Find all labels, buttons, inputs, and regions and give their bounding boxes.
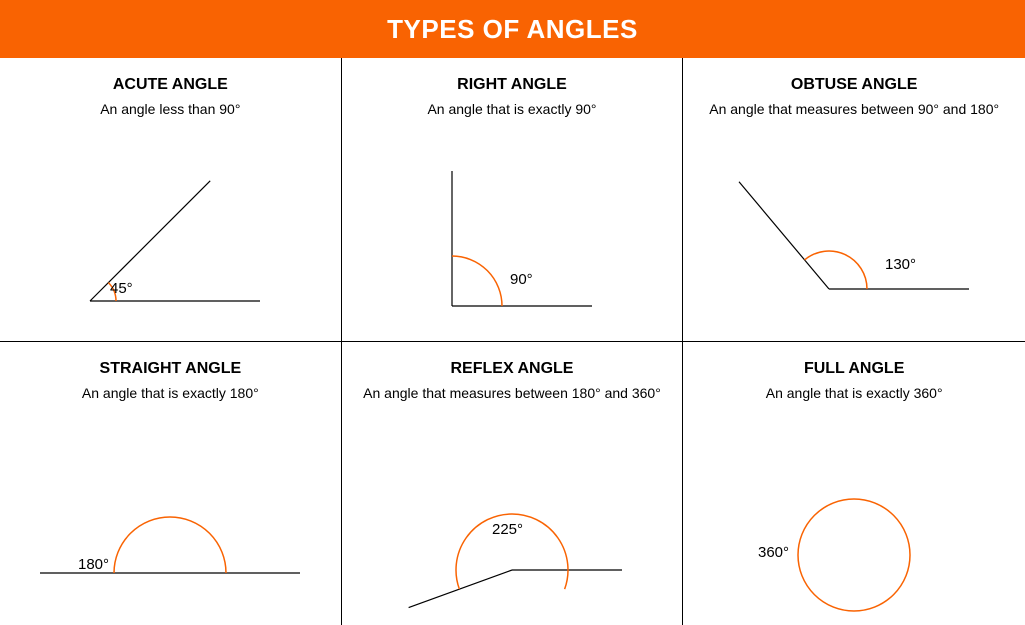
diagram-full: 360° [683,455,1025,625]
svg-text:45°: 45° [110,280,133,297]
angle-grid: ACUTE ANGLE An angle less than 90° 45° R… [0,58,1025,625]
cell-title: FULL ANGLE [693,360,1015,378]
svg-text:130°: 130° [885,256,916,273]
diagram-straight: 180° [0,455,341,625]
svg-text:360°: 360° [758,544,789,561]
cell-obtuse: OBTUSE ANGLE An angle that measures betw… [683,58,1025,342]
cell-full: FULL ANGLE An angle that is exactly 360°… [683,342,1025,625]
svg-text:90°: 90° [510,271,533,288]
cell-straight: STRAIGHT ANGLE An angle that is exactly … [0,342,342,625]
cell-title: RIGHT ANGLE [352,76,673,94]
angle-svg: 45° [20,171,320,341]
cell-desc: An angle that measures between 180° and … [352,384,673,402]
cell-desc: An angle less than 90° [10,100,331,118]
diagram-right: 90° [342,171,683,341]
cell-desc: An angle that measures between 90° and 1… [693,100,1015,118]
angle-svg: 180° [0,455,340,625]
cell-desc: An angle that is exactly 180° [10,384,331,402]
angle-svg: 360° [684,455,1024,625]
cell-desc: An angle that is exactly 360° [693,384,1015,402]
cell-reflex: REFLEX ANGLE An angle that measures betw… [342,342,684,625]
svg-text:225°: 225° [492,521,523,538]
cell-right: RIGHT ANGLE An angle that is exactly 90°… [342,58,684,342]
diagram-obtuse: 130° [683,171,1025,341]
angle-svg: 90° [362,171,662,341]
angle-svg: 130° [704,171,1004,341]
cell-title: OBTUSE ANGLE [693,76,1015,94]
diagram-reflex: 225° [342,455,683,625]
page-header: TYPES OF ANGLES [0,0,1025,58]
page-title: TYPES OF ANGLES [387,14,638,45]
diagram-acute: 45° [0,171,341,341]
angle-svg: 225° [342,455,682,625]
cell-title: REFLEX ANGLE [352,360,673,378]
cell-desc: An angle that is exactly 90° [352,100,673,118]
cell-acute: ACUTE ANGLE An angle less than 90° 45° [0,58,342,342]
cell-title: STRAIGHT ANGLE [10,360,331,378]
svg-text:180°: 180° [78,556,109,573]
cell-title: ACUTE ANGLE [10,76,331,94]
